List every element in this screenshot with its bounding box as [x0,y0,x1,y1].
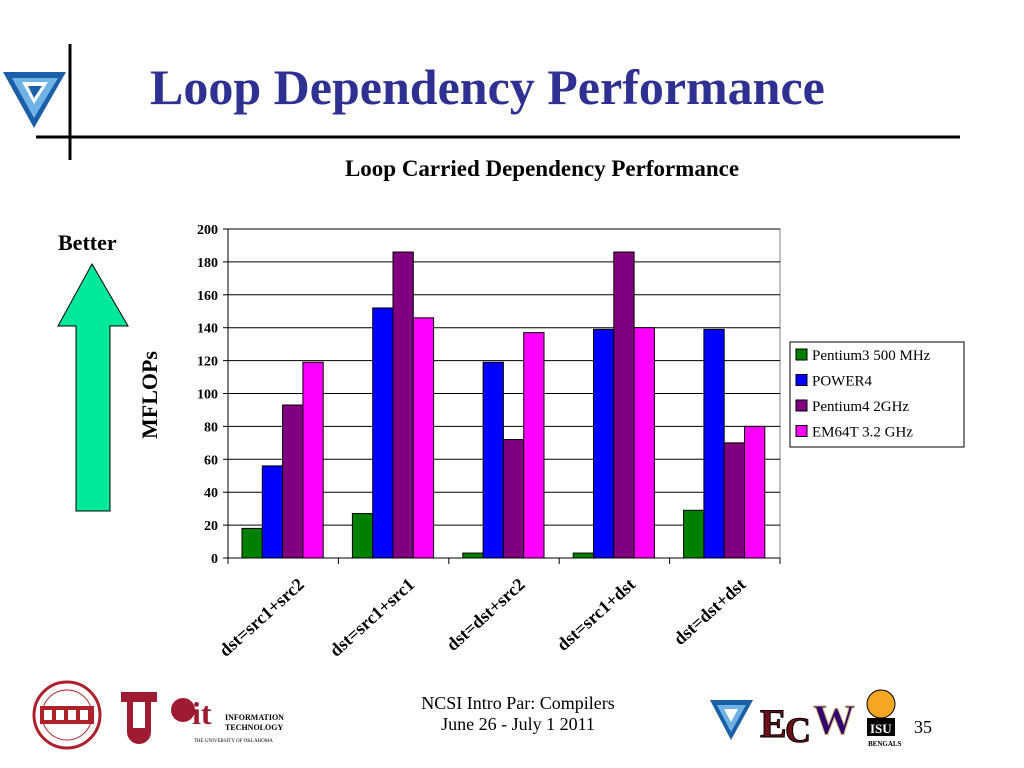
ecu-logo: E C [760,701,812,751]
it-logo: it INFORMATION TECHNOLOGY THE UNIVERSITY… [171,695,284,744]
footer-text: NCSI Intro Par: Compilers June 26 - July… [398,693,638,735]
it-university-text: THE UNIVERSITY OF OKLAHOMA [194,739,273,744]
bar [302,361,324,559]
bar [412,317,435,559]
y-tick-label: 120 [197,355,218,370]
legend-label: POWER4 [812,374,873,390]
y-tick-label: 60 [204,453,218,468]
x-tick-label: dst=src1+src1 [325,574,418,660]
footer-left-logos: it INFORMATION TECHNOLOGY THE UNIVERSITY… [32,680,284,750]
y-tick-label: 200 [197,223,218,238]
chart-bars [241,251,766,559]
it-information-text: INFORMATION [225,713,284,722]
bar [723,442,746,559]
legend-label: Pentium4 2GHz [812,399,909,415]
chart-legend: Pentium3 500 MHz POWER4 Pentium4 2GHz EM64T… [789,341,965,448]
bar [482,361,504,559]
bar [261,465,284,559]
bar [241,527,263,559]
y-axis-label: MFLOPs [137,351,162,439]
bar [744,425,766,559]
bar [351,513,374,559]
bar [372,307,394,559]
y-tick-label: 40 [204,486,218,501]
chart-title: Loop Carried Dependency Performance [344,156,740,181]
bar [703,328,725,559]
slide-title: Loop Dependency Performance [150,59,825,115]
bar [523,332,545,559]
bar [683,509,705,559]
svg-text:BENGALS: BENGALS [868,740,902,748]
bar [613,251,635,559]
bar [593,328,615,559]
svg-text:C: C [785,710,811,750]
it-technology-text: TECHNOLOGY [225,723,283,732]
y-tick-label: 180 [197,256,218,271]
x-tick-label: dst=dst+dst [670,574,750,649]
better-arrow-icon [57,262,129,512]
legend-label: Pentium3 500 MHz [812,348,931,364]
washington-w-logo: W [813,698,856,745]
bar [502,439,525,559]
x-tick-label: dst=src1+src2 [215,574,308,660]
legend-label: EM64T 3.2 GHz [812,425,913,441]
y-tick-label: 0 [211,552,218,567]
y-tick-label: 80 [204,420,218,435]
legend-box [789,341,965,448]
svg-text:W: W [813,698,855,744]
legend-swatch [795,425,808,437]
bar [282,404,304,559]
svg-text:it: it [192,695,212,731]
page-number: 35 [914,717,932,737]
svg-text:E: E [760,701,787,746]
ou-triangle-logo [3,72,66,128]
bar [462,552,484,559]
oscer-logo [32,680,102,750]
bar [572,552,595,559]
bar [392,251,414,559]
ou-triangle-small-logo [710,700,753,740]
better-label: Better [58,230,117,255]
legend-swatch [795,399,808,412]
y-tick-label: 100 [197,388,218,403]
x-tick-label: dst=src1+dst [553,574,639,655]
svg-text:ISU: ISU [870,721,892,736]
ou-logo [121,692,157,744]
bar [633,327,655,559]
footer-line-1: NCSI Intro Par: Compilers [421,693,615,713]
bar-chart: 0 20 40 60 80 100 120 140 160 180 200 dst=src1+src2… [137,223,965,660]
legend-swatch [795,374,808,386]
y-tick-label: 140 [197,322,218,337]
y-tick-label: 20 [204,519,218,534]
isu-bengals-logo: ISU BENGALS [866,689,902,748]
legend-swatch [795,348,808,361]
footer-right-logos: E C W ISU BENGALS [710,689,902,751]
x-tick-label: dst=dst+src2 [442,574,528,655]
y-tick-label: 160 [197,289,218,304]
footer-line-2: June 26 - July 1 2011 [441,714,595,734]
header-decoration [3,44,960,160]
